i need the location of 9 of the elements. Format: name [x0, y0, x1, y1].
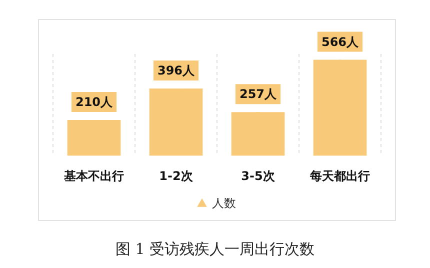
data-label: 210人: [75, 95, 114, 110]
data-label: 566人: [321, 34, 360, 49]
x-tick-label: 3-5次: [241, 168, 276, 183]
x-tick-label: 1-2次: [159, 168, 194, 183]
data-label: 257人: [239, 87, 278, 102]
data-label: 396人: [157, 64, 196, 78]
caption: 图 1 受访残疾人一周出行次数: [114, 240, 316, 259]
x-tick-label: 每天都出行: [309, 168, 370, 183]
x-tick-label: 基本不出行: [63, 168, 124, 183]
